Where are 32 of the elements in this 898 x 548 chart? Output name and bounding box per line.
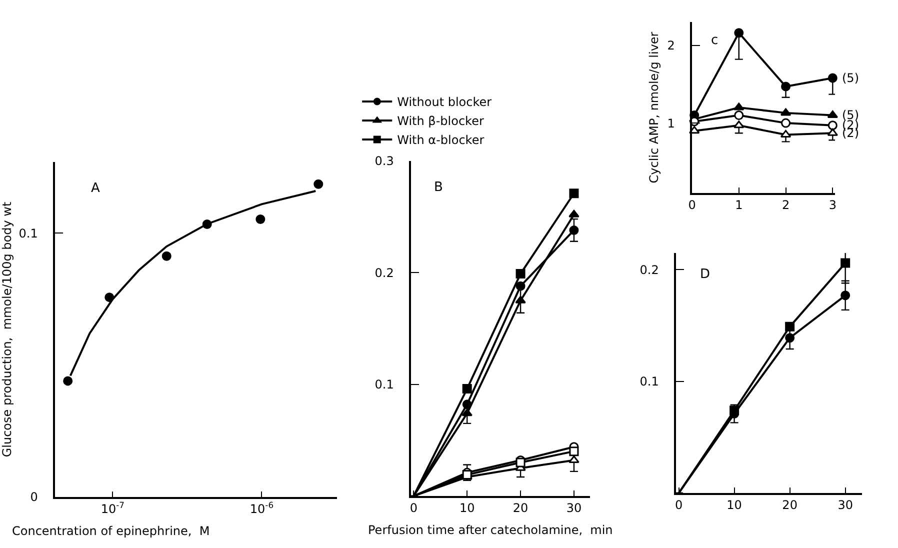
x-axis-title: Concentration of epinephrine, M [12, 524, 210, 538]
y-tick-label: 0.1 [18, 226, 38, 240]
x-tick-label: 10 [459, 501, 475, 516]
x-tick-label: 3 [828, 198, 836, 212]
x-tick-label: 10$^{-6}$ [250, 500, 274, 516]
series-label: (5) [842, 108, 859, 122]
annotation: A [91, 181, 100, 196]
x-tick-label: 30 [838, 498, 853, 512]
x-tick-label: 30 [566, 501, 582, 516]
x-tick-label: 10 [726, 498, 742, 512]
annotation: D [700, 267, 710, 282]
y-tick-label: 0.1 [374, 378, 394, 392]
series-label: (5) [842, 71, 859, 85]
x-tick-label: 1 [735, 198, 743, 212]
annotation: B [434, 180, 443, 195]
y-tick-label: 0.2 [374, 266, 394, 280]
legend-label: With α-blocker [397, 133, 484, 148]
x-tick-label: 20 [512, 501, 528, 516]
x-tick-label: 10$^{-7}$ [100, 500, 125, 516]
x-tick-label: 0 [688, 198, 696, 212]
y-axis-title: Glucose production, mmole/100g body wt [0, 202, 14, 458]
x-tick-label: 20 [782, 498, 798, 512]
x-tick-label: 0 [410, 501, 418, 516]
x-tick-label: 2 [782, 198, 790, 212]
legend-label: Without blocker [397, 95, 492, 110]
x-axis-title: Perfusion time after catecholamine, min [368, 523, 613, 537]
y-tick-label: 0.3 [374, 154, 394, 168]
annotation: c [711, 33, 718, 48]
y-tick-label: 0.1 [640, 374, 659, 389]
legend-label: With β-blocker [397, 114, 484, 128]
y-tick-label: 0.2 [640, 262, 659, 277]
y-axis-title: Cyclic AMP, nmole/g liver [647, 32, 662, 184]
